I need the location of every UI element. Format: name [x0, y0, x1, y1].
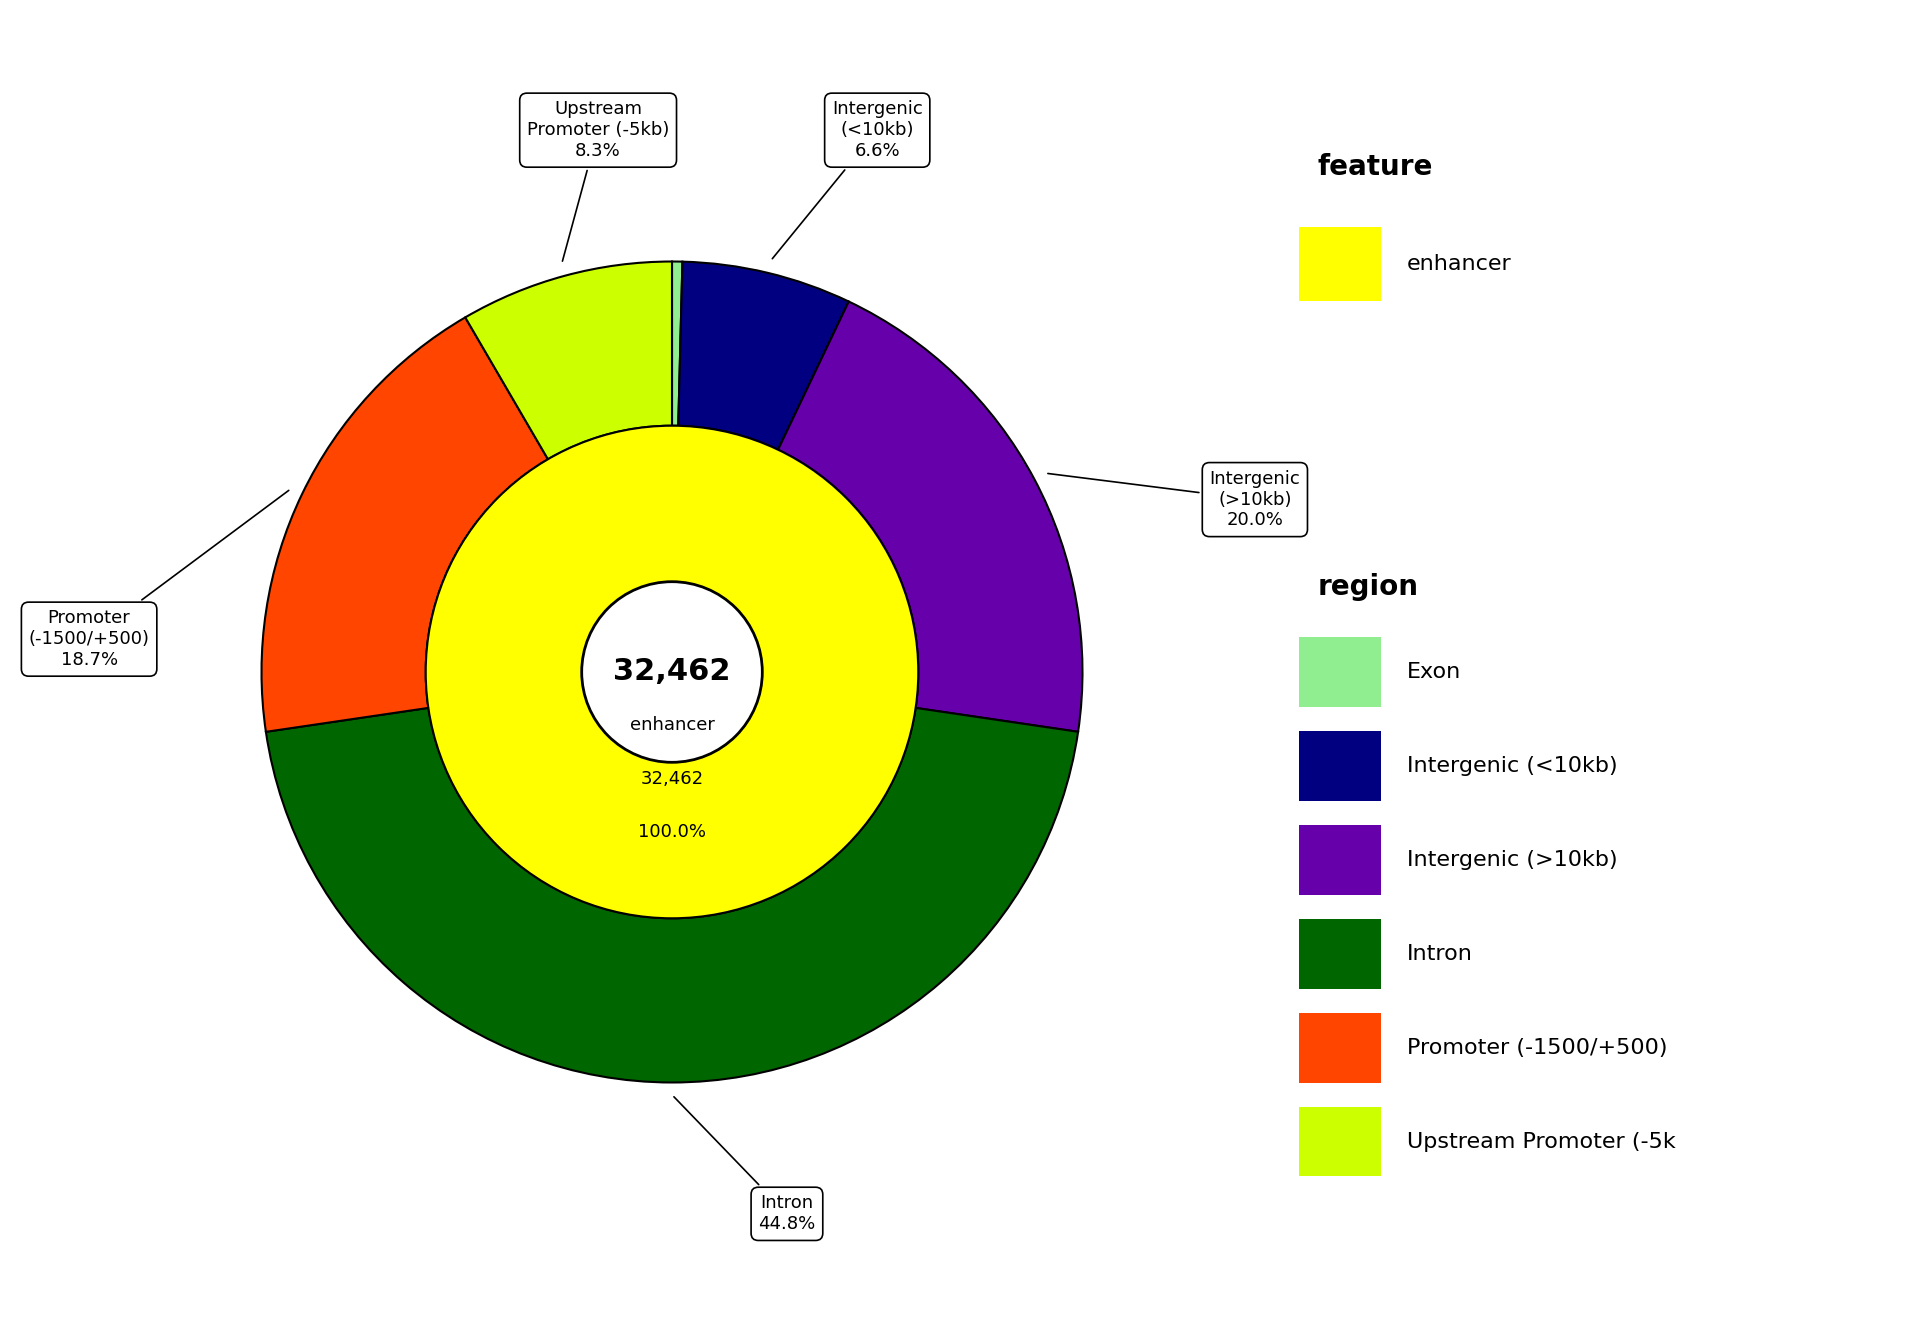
Text: Upstream Promoter (-5k: Upstream Promoter (-5k [1407, 1132, 1676, 1152]
Wedge shape [672, 262, 682, 426]
Text: Intergenic
(<10kb)
6.6%: Intergenic (<10kb) 6.6% [772, 101, 924, 258]
Circle shape [582, 582, 762, 762]
Text: Intergenic (>10kb): Intergenic (>10kb) [1407, 849, 1617, 870]
Text: 32,462: 32,462 [612, 657, 732, 687]
Wedge shape [265, 708, 1079, 1082]
FancyBboxPatch shape [1300, 919, 1380, 989]
Wedge shape [778, 301, 1083, 732]
Wedge shape [261, 317, 547, 732]
Circle shape [426, 426, 918, 918]
Text: enhancer: enhancer [630, 716, 714, 734]
Text: enhancer: enhancer [1407, 254, 1511, 274]
Text: Promoter (-1500/+500): Promoter (-1500/+500) [1407, 1038, 1667, 1058]
Wedge shape [678, 262, 849, 450]
Text: Intron: Intron [1407, 943, 1473, 964]
Wedge shape [465, 262, 672, 460]
FancyBboxPatch shape [1300, 1013, 1380, 1082]
FancyBboxPatch shape [1300, 1107, 1380, 1176]
Text: Intergenic (<10kb): Intergenic (<10kb) [1407, 755, 1617, 775]
FancyBboxPatch shape [1300, 731, 1380, 801]
Text: 32,462: 32,462 [641, 770, 703, 788]
Text: 100.0%: 100.0% [637, 823, 707, 841]
Text: Intergenic
(>10kb)
20.0%: Intergenic (>10kb) 20.0% [1048, 470, 1300, 530]
Text: Intron
44.8%: Intron 44.8% [674, 1097, 816, 1234]
FancyBboxPatch shape [1300, 637, 1380, 707]
Text: region: region [1317, 573, 1419, 601]
Text: Exon: Exon [1407, 663, 1461, 681]
FancyBboxPatch shape [1300, 227, 1380, 301]
Text: Promoter
(-1500/+500)
18.7%: Promoter (-1500/+500) 18.7% [29, 491, 288, 669]
Text: feature: feature [1317, 153, 1432, 180]
Text: Upstream
Promoter (-5kb)
8.3%: Upstream Promoter (-5kb) 8.3% [526, 101, 670, 261]
FancyBboxPatch shape [1300, 825, 1380, 895]
